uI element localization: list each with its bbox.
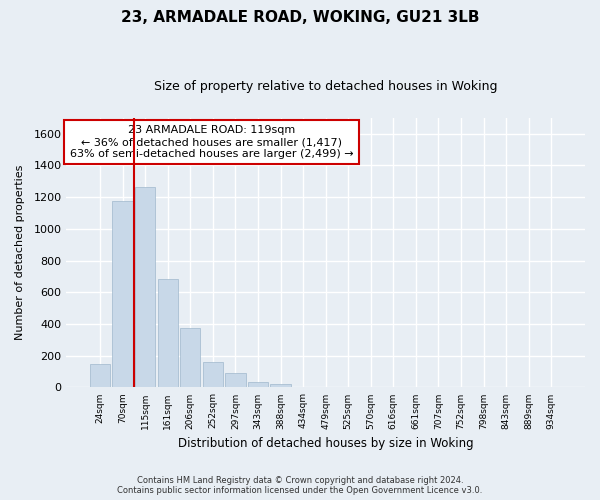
Text: 23 ARMADALE ROAD: 119sqm
← 36% of detached houses are smaller (1,417)
63% of sem: 23 ARMADALE ROAD: 119sqm ← 36% of detach… — [70, 126, 353, 158]
Bar — [135, 187, 155, 388]
Bar — [112, 201, 133, 388]
Bar — [180, 328, 200, 388]
Bar — [203, 362, 223, 388]
Bar — [248, 382, 268, 388]
Bar — [90, 364, 110, 388]
Title: Size of property relative to detached houses in Woking: Size of property relative to detached ho… — [154, 80, 497, 93]
Y-axis label: Number of detached properties: Number of detached properties — [15, 165, 25, 340]
Bar — [271, 384, 290, 388]
Text: 23, ARMADALE ROAD, WOKING, GU21 3LB: 23, ARMADALE ROAD, WOKING, GU21 3LB — [121, 10, 479, 25]
Bar — [225, 373, 245, 388]
Text: Contains HM Land Registry data © Crown copyright and database right 2024.
Contai: Contains HM Land Registry data © Crown c… — [118, 476, 482, 495]
Bar — [158, 279, 178, 388]
X-axis label: Distribution of detached houses by size in Woking: Distribution of detached houses by size … — [178, 437, 473, 450]
